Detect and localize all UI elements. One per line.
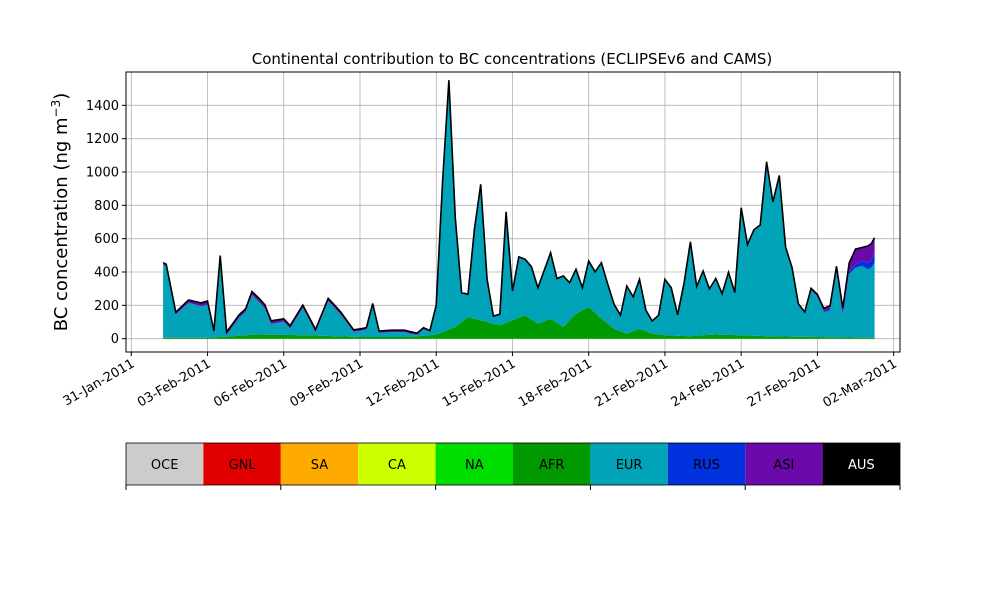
legend: OCE GNL SA CA NA AFR EUR RUS ASI AUS	[125, 442, 901, 490]
plot-frame	[125, 71, 901, 353]
y-tick-label: 1400	[86, 99, 119, 114]
area-layer	[162, 80, 876, 339]
x-tick-label: 18-Feb-2011	[516, 356, 595, 410]
legend-swatch-na	[435, 443, 513, 485]
y-tick-label: 800	[94, 199, 119, 214]
x-tick-label: 03-Feb-2011	[135, 356, 214, 410]
legend-label: NA	[465, 458, 484, 473]
y-axis-label-main: BC concentration (ng m	[51, 117, 72, 331]
x-tick-label: 09-Feb-2011	[287, 356, 366, 410]
legend-swatch-sa	[280, 443, 359, 485]
legend-label: ASI	[773, 458, 794, 473]
area-series-afr	[163, 307, 875, 339]
y-tick-label: 600	[94, 232, 119, 247]
y-tick-label: 1200	[86, 132, 119, 147]
legend-swatch-asi	[745, 443, 823, 485]
legend-swatch-oce	[126, 443, 204, 485]
area-series-eur	[163, 81, 875, 338]
x-tick-label: 21-Feb-2011	[592, 356, 671, 410]
y-tick-label: 200	[94, 299, 119, 314]
x-tick-label: 02-Mar-2011	[821, 356, 900, 410]
y-tick-label: 1000	[86, 166, 119, 181]
y-tick-label: 400	[94, 266, 119, 281]
legend-label: EUR	[616, 458, 643, 473]
legend-label: OCE	[151, 458, 179, 473]
y-axis-label-exponent: −3	[49, 100, 63, 118]
x-tick-label: 31-Jan-2011	[61, 356, 138, 409]
legend-label: SA	[311, 458, 328, 473]
legend-swatch-eur	[590, 443, 668, 485]
y-tick-label: 0	[111, 332, 119, 347]
legend-label: AFR	[539, 458, 564, 473]
legend-swatch-gnl	[203, 443, 281, 485]
y-axis-label-close: )	[51, 93, 72, 100]
legend-swatch-ca	[358, 443, 436, 485]
legend-swatch-aus	[822, 443, 900, 485]
legend-label: CA	[388, 458, 406, 473]
chart-title: Continental contribution to BC concentra…	[252, 50, 773, 68]
total-outline	[162, 80, 876, 335]
legend-frame	[125, 442, 901, 486]
x-tick-label: 06-Feb-2011	[211, 356, 290, 410]
x-tick-label: 12-Feb-2011	[364, 356, 443, 410]
y-axis-label: BC concentration (ng m−3)	[49, 93, 72, 332]
x-tick-label: 24-Feb-2011	[669, 356, 748, 410]
legend-swatch-rus	[667, 443, 746, 485]
x-tick-label: 15-Feb-2011	[440, 356, 519, 410]
legend-label: RUS	[693, 458, 720, 473]
legend-label: AUS	[848, 458, 875, 473]
x-tick-label: 27-Feb-2011	[745, 356, 824, 410]
legend-label: GNL	[229, 458, 257, 473]
legend-swatch-afr	[513, 443, 591, 485]
